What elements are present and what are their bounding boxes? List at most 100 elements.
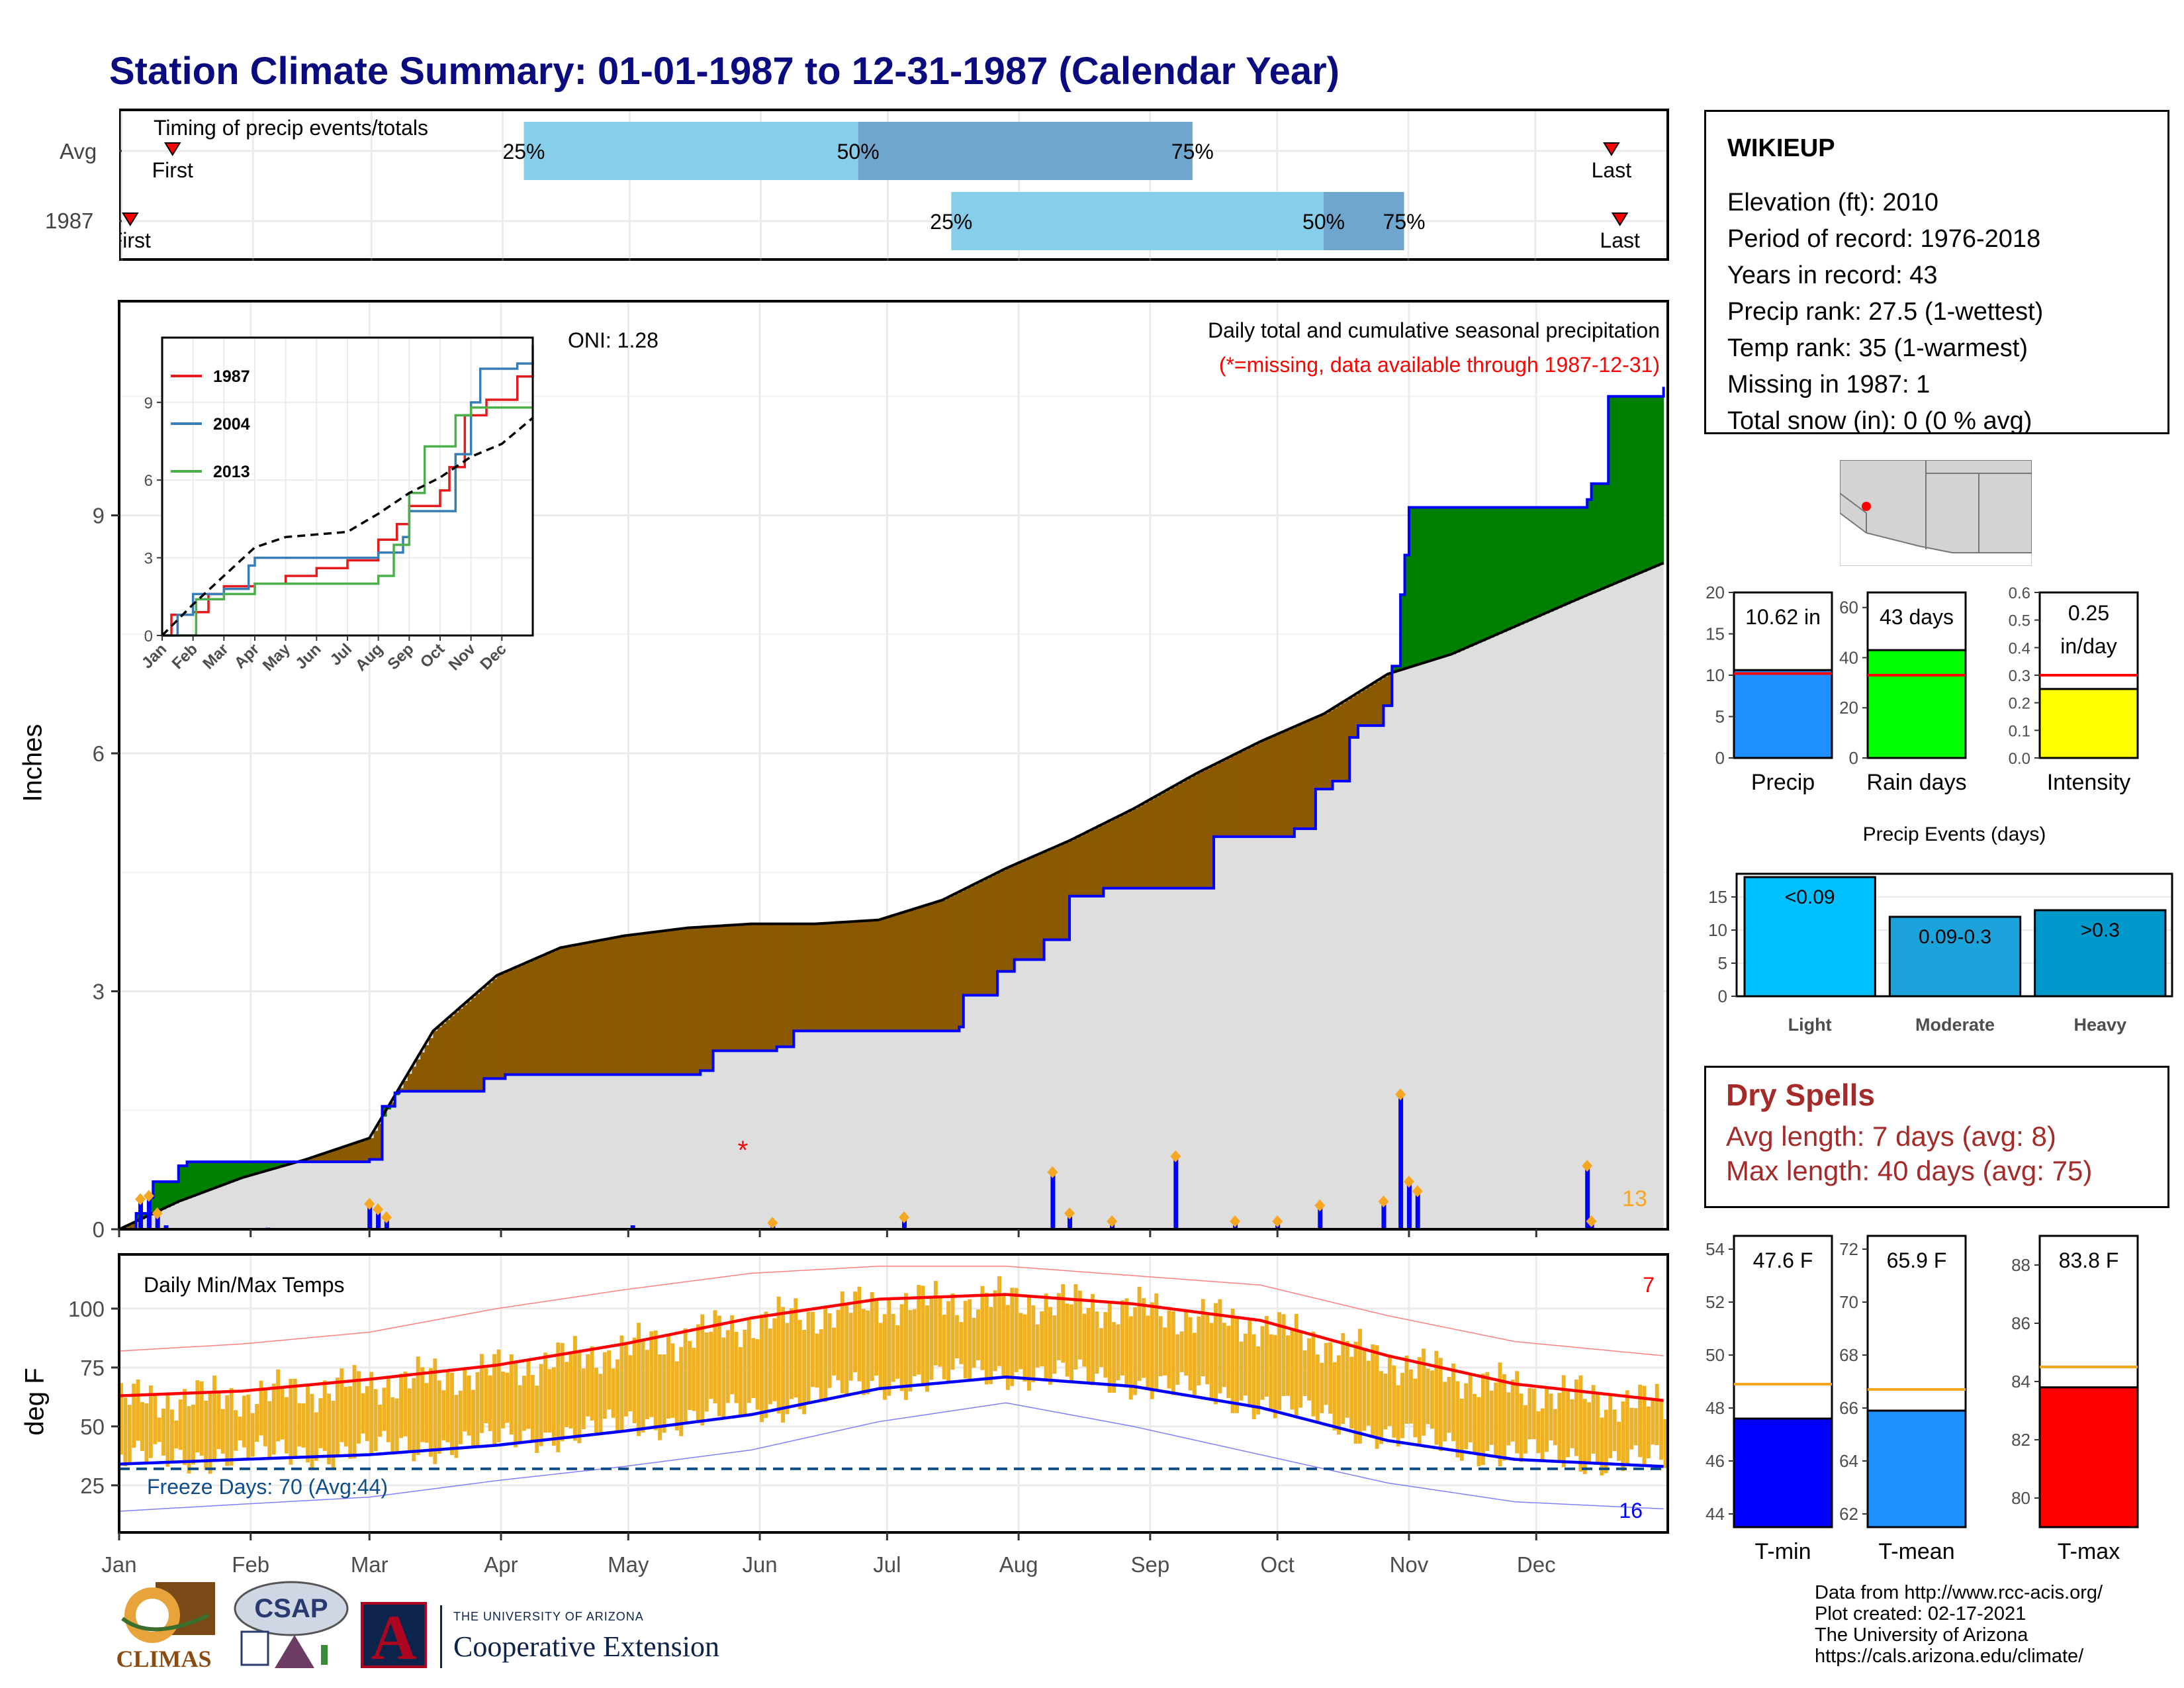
precip-deficit-strip — [331, 1150, 336, 1162]
precip-deficit-strip — [645, 933, 650, 1075]
precip-deficit-strip — [1031, 857, 1036, 960]
inset-ytick-label: 6 — [144, 472, 153, 490]
temp-daily-bar — [331, 1401, 336, 1468]
precip-daily-marker — [143, 1190, 154, 1202]
precip-deficit-strip — [840, 922, 845, 1031]
temp-avg-min-line — [118, 1375, 1664, 1468]
temp-daily-bar — [1459, 1398, 1464, 1461]
temp-daily-bar — [764, 1311, 768, 1419]
temp-daily-bar — [1524, 1405, 1527, 1454]
precip-deficit-strip — [484, 986, 489, 1079]
timing-pct-label: 75% — [1383, 210, 1426, 234]
precip-deficit-strip — [1294, 726, 1299, 829]
precip-ytick-label: 6 — [93, 741, 105, 766]
temp-daily-bar — [1273, 1335, 1277, 1419]
temp-daily-bar — [450, 1372, 454, 1456]
precip-surplus-strip — [204, 1162, 209, 1192]
precip-deficit-strip — [572, 945, 578, 1075]
temp-daily-bar — [1336, 1355, 1341, 1435]
temp-daily-bar — [823, 1307, 828, 1402]
temp-ytick-label: 25 — [80, 1474, 105, 1498]
precip-deficit-strip — [577, 944, 582, 1075]
precip-deficit-strip — [1260, 741, 1265, 837]
oni-label: ONI: 1.28 — [568, 328, 659, 352]
temp-daily-bar — [153, 1395, 158, 1444]
precip-deficit-strip — [458, 1008, 463, 1092]
tmax-label: T-max — [2058, 1539, 2120, 1564]
precip-surplus-strip — [169, 1182, 175, 1206]
precip-surplus-strip — [229, 1162, 234, 1183]
precip-daily-marker — [1272, 1215, 1283, 1228]
events-bar-heavy — [2034, 909, 2167, 998]
tmin-ytick-label: 46 — [1706, 1451, 1725, 1471]
temp-daily-bar — [526, 1360, 531, 1429]
temp-daily-bar — [1387, 1356, 1392, 1427]
temp-daily-bar — [645, 1350, 649, 1419]
temp-daily-bar — [183, 1389, 187, 1466]
temp-daily-bar — [441, 1390, 446, 1440]
precip-surplus-strip — [1608, 396, 1614, 586]
rain-days-ytick-label: 20 — [1839, 698, 1858, 718]
precip-surplus-strip — [271, 1162, 277, 1170]
precip-daily-bar — [1068, 1213, 1073, 1229]
precip-deficit-strip — [950, 896, 956, 1031]
temp-daily-bar — [1502, 1374, 1506, 1461]
temp-daily-bar — [475, 1372, 480, 1448]
ua-block-a-icon: A — [361, 1602, 427, 1671]
precip-deficit-strip — [357, 1142, 362, 1162]
temp-daily-bar — [1294, 1313, 1298, 1417]
precip-deficit-strip — [412, 1066, 417, 1092]
temp-daily-bar — [386, 1378, 390, 1442]
temp-daily-bar — [1137, 1286, 1142, 1382]
temp-daily-bar — [713, 1310, 717, 1404]
precip-surplus-strip — [1443, 507, 1448, 657]
precip-deficit-strip — [1154, 796, 1160, 888]
temp-daily-bar — [285, 1397, 289, 1454]
station-info-line: Elevation (ft): 2010 — [1727, 189, 1938, 216]
precip-deficit-strip — [776, 923, 782, 1047]
precip-deficit-strip — [989, 876, 994, 996]
precip-deficit-strip — [1142, 804, 1147, 888]
temp-daily-bar — [1358, 1329, 1362, 1444]
temp-daily-bar — [1290, 1329, 1295, 1410]
precip-surplus-strip — [1545, 507, 1550, 614]
precip-deficit-strip — [993, 874, 998, 996]
precip-deficit-strip — [569, 946, 574, 1075]
precip-deficit-strip — [1324, 714, 1329, 789]
precip-deficit-strip — [1137, 806, 1142, 888]
temp-daily-bar — [688, 1340, 692, 1411]
csap-logo: CSAP — [232, 1579, 351, 1678]
temp-daily-bar — [1621, 1401, 1625, 1472]
temp-ytick-label: 50 — [80, 1415, 105, 1439]
precip-deficit-strip — [522, 964, 527, 1075]
temp-daily-bar — [1264, 1316, 1269, 1397]
precip-deficit-strip — [467, 1001, 472, 1092]
events-category-label: Heavy — [2074, 1015, 2127, 1035]
temp-daily-bar — [424, 1383, 429, 1443]
precip-deficit-strip — [666, 930, 672, 1075]
precip-deficit-strip — [1107, 821, 1113, 888]
precip-deficit-strip — [1328, 711, 1334, 789]
precip-surplus-strip — [242, 1162, 247, 1178]
precip-deficit-strip — [662, 931, 667, 1075]
temp-daily-bar — [522, 1376, 526, 1431]
temp-daily-bar — [1400, 1372, 1405, 1438]
temp-daily-bar — [132, 1383, 136, 1448]
tmax-value: 83.8 F — [2059, 1248, 2119, 1272]
temp-daily-bar — [1197, 1316, 1201, 1385]
events-bar-light — [1743, 876, 1876, 998]
precip-deficit-strip — [1256, 743, 1261, 837]
temp-daily-bar — [1065, 1303, 1069, 1377]
precip-deficit-strip — [1023, 861, 1028, 960]
precip-deficit-strip — [539, 957, 544, 1075]
precip-deficit-strip — [1222, 760, 1227, 837]
climas-logo-icon — [121, 1582, 215, 1643]
precip-deficit-strip — [1230, 756, 1236, 837]
temp-daily-bar — [229, 1387, 234, 1466]
precip-deficit-strip — [810, 923, 815, 1031]
timing-last-marker — [1603, 142, 1620, 156]
precip-daily-bar — [163, 1225, 169, 1229]
temp-daily-bar — [165, 1393, 170, 1467]
temp-daily-bar — [1001, 1294, 1006, 1378]
precip-surplus-strip — [153, 1182, 158, 1214]
